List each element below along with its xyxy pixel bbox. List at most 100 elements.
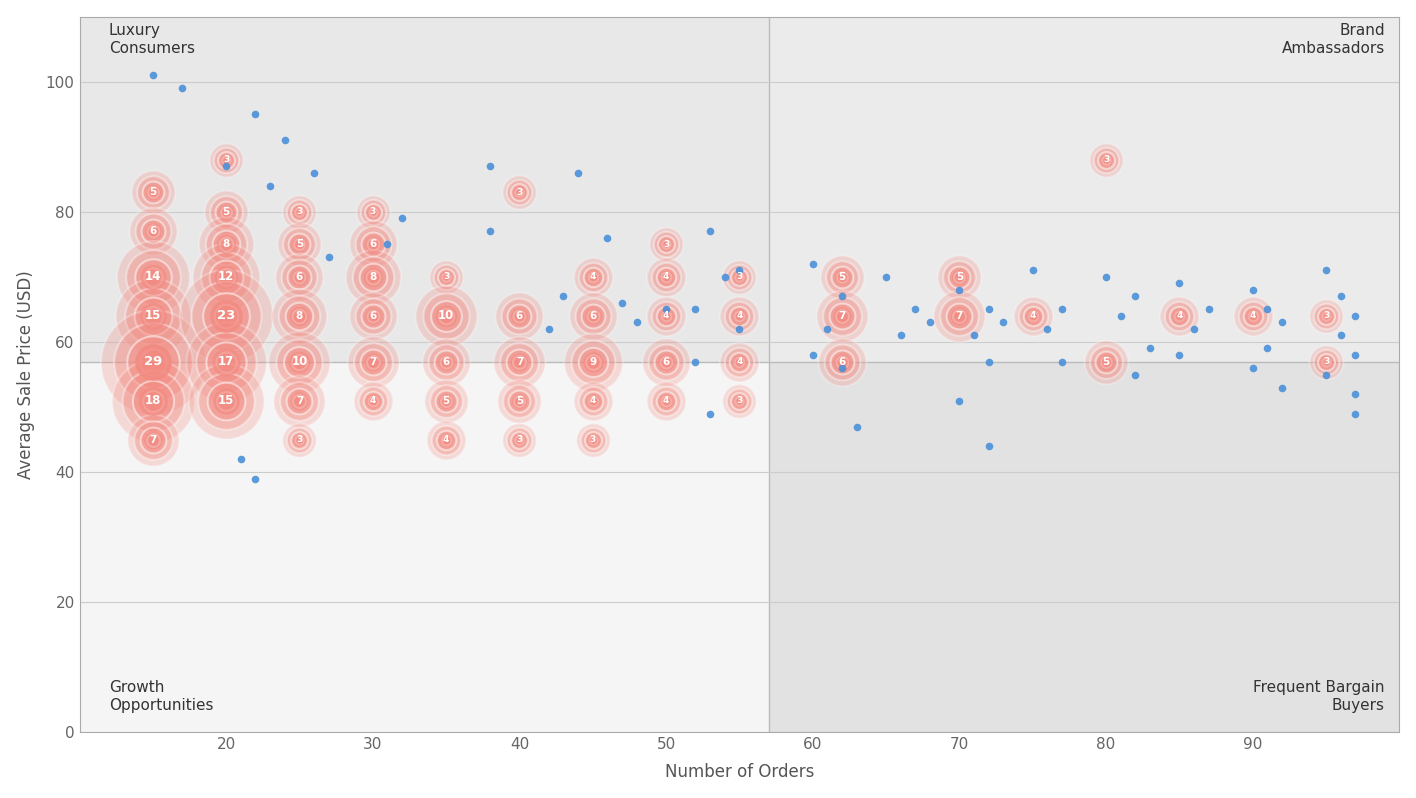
- Point: [142, 225, 164, 238]
- Point: [801, 258, 824, 271]
- Point: [435, 271, 457, 283]
- Point: [728, 310, 750, 322]
- Point: [582, 394, 605, 407]
- Point: [582, 394, 605, 407]
- Point: [303, 167, 326, 180]
- Point: [582, 310, 605, 322]
- Point: [287, 433, 310, 446]
- Point: [229, 452, 252, 465]
- Point: [287, 205, 310, 218]
- Point: [142, 355, 164, 368]
- Point: [728, 271, 750, 283]
- Point: [654, 271, 677, 283]
- Point: [435, 271, 457, 283]
- Point: [142, 186, 164, 199]
- Text: 3: 3: [517, 188, 523, 197]
- Text: 14: 14: [144, 271, 161, 283]
- Point: [435, 394, 457, 407]
- Point: [949, 310, 971, 322]
- Point: [1314, 310, 1337, 322]
- Point: [582, 271, 605, 283]
- Point: [1314, 310, 1337, 322]
- Text: 6: 6: [296, 272, 303, 282]
- Point: [1095, 271, 1117, 283]
- Point: [215, 271, 238, 283]
- Point: [1314, 355, 1337, 368]
- Point: [508, 433, 531, 446]
- Point: [831, 355, 854, 368]
- Text: 4: 4: [589, 272, 596, 282]
- Point: [142, 394, 164, 407]
- Point: [361, 205, 384, 218]
- Point: [361, 310, 384, 322]
- Point: [654, 303, 677, 316]
- Text: 10: 10: [292, 355, 307, 368]
- Point: [831, 355, 854, 368]
- Text: 3: 3: [224, 156, 229, 164]
- X-axis label: Number of Orders: Number of Orders: [664, 764, 814, 781]
- Point: [582, 394, 605, 407]
- Point: [361, 310, 384, 322]
- Point: [287, 355, 310, 368]
- Point: [215, 205, 238, 218]
- Text: 3: 3: [1323, 311, 1330, 321]
- Point: [903, 303, 926, 316]
- Point: [361, 394, 384, 407]
- Point: [361, 271, 384, 283]
- Point: [142, 271, 164, 283]
- Text: 3: 3: [517, 435, 523, 444]
- Point: [215, 153, 238, 166]
- Point: [1330, 290, 1352, 302]
- Text: Frequent Bargain
Buyers: Frequent Bargain Buyers: [1253, 681, 1385, 713]
- Text: 7: 7: [370, 357, 377, 366]
- Point: [142, 186, 164, 199]
- Point: [831, 310, 854, 322]
- Point: [582, 271, 605, 283]
- Point: [949, 310, 971, 322]
- Point: [508, 355, 531, 368]
- Point: [1270, 316, 1293, 329]
- Point: [582, 271, 605, 283]
- Text: 5: 5: [222, 207, 229, 217]
- Text: 4: 4: [663, 396, 670, 405]
- Point: [1182, 322, 1205, 335]
- Point: [215, 310, 238, 322]
- Point: [435, 271, 457, 283]
- Text: 4: 4: [663, 311, 670, 321]
- Point: [287, 238, 310, 251]
- Point: [287, 394, 310, 407]
- Point: [684, 355, 707, 368]
- Point: [831, 271, 854, 283]
- Point: [1198, 303, 1221, 316]
- Point: [508, 186, 531, 199]
- Point: [1256, 342, 1279, 355]
- Bar: [79, 361, 769, 733]
- Point: [142, 271, 164, 283]
- Point: [728, 271, 750, 283]
- Point: [142, 310, 164, 322]
- Text: Growth
Opportunities: Growth Opportunities: [109, 681, 214, 713]
- Point: [287, 205, 310, 218]
- Text: 4: 4: [589, 396, 596, 405]
- Point: [1330, 329, 1352, 342]
- Point: [215, 394, 238, 407]
- Point: [728, 355, 750, 368]
- Point: [654, 355, 677, 368]
- Point: [949, 394, 971, 407]
- Point: [654, 355, 677, 368]
- Text: 3: 3: [736, 396, 742, 405]
- Point: [1095, 355, 1117, 368]
- Point: [215, 238, 238, 251]
- Point: [538, 322, 561, 335]
- Point: [654, 394, 677, 407]
- Point: [361, 205, 384, 218]
- Point: [361, 355, 384, 368]
- Text: 12: 12: [218, 271, 234, 283]
- Point: [508, 355, 531, 368]
- Point: [949, 271, 971, 283]
- Text: 7: 7: [956, 311, 963, 321]
- Text: 5: 5: [443, 396, 450, 405]
- Point: [1168, 310, 1191, 322]
- Point: [361, 394, 384, 407]
- Point: [1242, 283, 1264, 296]
